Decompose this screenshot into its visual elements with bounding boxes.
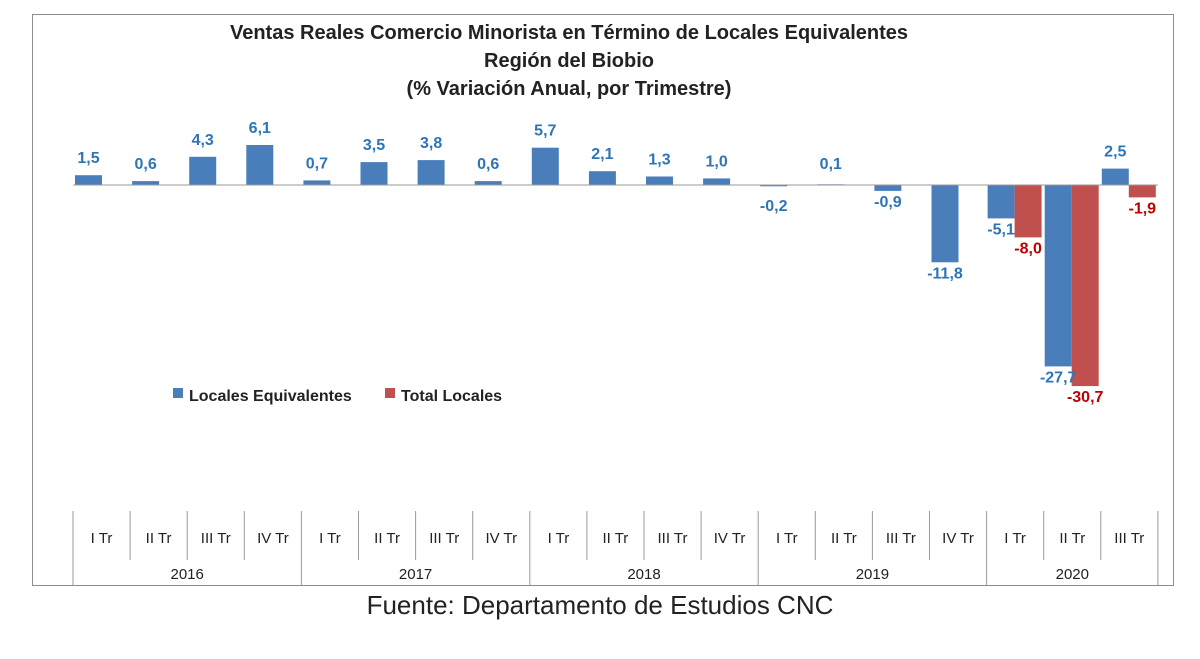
bar-locales-equivalentes-5 xyxy=(360,162,388,185)
data-label-locales-equivalentes-6: 3,8 xyxy=(420,135,442,152)
year-label-2018: 2018 xyxy=(627,566,660,583)
year-label-2016: 2016 xyxy=(171,566,204,583)
bar-locales-equivalentes-3 xyxy=(246,145,274,185)
quarter-label-2: III Tr xyxy=(201,530,231,547)
quarter-label-16: I Tr xyxy=(1004,530,1026,547)
quarter-label-17: II Tr xyxy=(1059,530,1085,547)
category-axis: I Tr II Tr III Tr IV Tr I Tr II Tr III Tr IV Tr… xyxy=(72,511,1159,585)
data-label-locales-equivalentes-8: 5,7 xyxy=(534,123,556,140)
data-label-locales-equivalentes-11: 1,0 xyxy=(705,153,727,170)
quarter-label-0: I Tr xyxy=(91,530,113,547)
data-label-locales-equivalentes-17: -27,7 xyxy=(1040,369,1077,386)
data-label-locales-equivalentes-9: 2,1 xyxy=(591,146,613,163)
bar-locales-equivalentes-9 xyxy=(588,171,616,185)
quarter-label-8: I Tr xyxy=(548,530,570,547)
data-label-locales-equivalentes-10: 1,3 xyxy=(648,152,670,169)
data-label-locales-equivalentes-18: 2,5 xyxy=(1104,144,1126,161)
bar-total-locales-17 xyxy=(1071,185,1099,387)
data-label-locales-equivalentes-2: 4,3 xyxy=(192,132,214,149)
legend: Locales Equivalentes Total Locales xyxy=(173,388,502,405)
data-label-total-locales-18: -1,9 xyxy=(1129,200,1157,217)
bar-total-locales-16 xyxy=(1014,185,1042,238)
quarter-label-12: I Tr xyxy=(776,530,798,547)
quarter-label-15: IV Tr xyxy=(942,530,974,547)
legend-swatch-total-locales xyxy=(385,388,395,398)
bar-locales-equivalentes-6 xyxy=(417,160,445,185)
legend-label-locales-equivalentes: Locales Equivalentes xyxy=(189,388,352,405)
bar-locales-equivalentes-4 xyxy=(303,180,331,185)
data-label-locales-equivalentes-5: 3,5 xyxy=(363,137,385,154)
bar-locales-equivalentes-7 xyxy=(474,181,502,185)
chart-title: Ventas Reales Comercio Minorista en Térm… xyxy=(230,22,908,100)
year-label-2019: 2019 xyxy=(856,566,889,583)
legend-swatch-locales-equivalentes xyxy=(173,388,183,398)
chart-title-line-2: Región del Biobio xyxy=(484,50,654,72)
bar-locales-equivalentes-17 xyxy=(1044,185,1072,367)
quarter-label-9: II Tr xyxy=(602,530,628,547)
quarter-label-6: III Tr xyxy=(429,530,459,547)
quarter-label-18: III Tr xyxy=(1114,530,1144,547)
data-label-locales-equivalentes-13: 0,1 xyxy=(820,156,842,173)
year-label-2020: 2020 xyxy=(1056,566,1089,583)
bar-locales-equivalentes-16 xyxy=(987,185,1015,219)
quarter-label-7: IV Tr xyxy=(485,530,517,547)
bar-locales-equivalentes-2 xyxy=(189,156,217,185)
bars xyxy=(75,145,1156,387)
bar-locales-equivalentes-0 xyxy=(75,175,102,185)
bar-chart: Ventas Reales Comercio Minorista en Térm… xyxy=(72,22,1159,585)
quarter-label-3: IV Tr xyxy=(257,530,289,547)
bar-locales-equivalentes-8 xyxy=(531,147,559,185)
data-label-total-locales-16: -8,0 xyxy=(1014,240,1042,257)
source-note: Fuente: Departamento de Estudios CNC xyxy=(366,590,834,620)
data-label-locales-equivalentes-1: 0,6 xyxy=(134,156,156,173)
data-label-locales-equivalentes-3: 6,1 xyxy=(249,120,271,137)
quarter-label-10: III Tr xyxy=(658,530,688,547)
data-label-locales-equivalentes-14: -0,9 xyxy=(874,194,902,211)
bar-total-locales-18 xyxy=(1128,185,1156,198)
data-label-locales-equivalentes-16: -5,1 xyxy=(987,221,1015,238)
quarter-label-14: III Tr xyxy=(886,530,916,547)
data-label-locales-equivalentes-4: 0,7 xyxy=(306,155,328,172)
bar-locales-equivalentes-14 xyxy=(874,185,902,191)
data-label-locales-equivalentes-0: 1,5 xyxy=(77,150,99,167)
quarter-label-5: II Tr xyxy=(374,530,400,547)
data-label-total-locales-17: -30,7 xyxy=(1067,389,1104,406)
chart-title-line-1: Ventas Reales Comercio Minorista en Térm… xyxy=(230,22,908,44)
data-label-locales-equivalentes-12: -0,2 xyxy=(760,198,788,215)
quarter-label-1: II Tr xyxy=(146,530,172,547)
chart-frame: Ventas Reales Comercio Minorista en Térm… xyxy=(32,14,1174,586)
quarter-label-13: II Tr xyxy=(831,530,857,547)
quarter-label-4: I Tr xyxy=(319,530,341,547)
bar-locales-equivalentes-12 xyxy=(760,185,788,187)
data-label-locales-equivalentes-7: 0,6 xyxy=(477,156,499,173)
bar-locales-equivalentes-15 xyxy=(931,185,959,263)
legend-label-total-locales: Total Locales xyxy=(401,388,502,405)
bar-locales-equivalentes-10 xyxy=(646,176,673,185)
bar-locales-equivalentes-11 xyxy=(703,178,731,185)
bar-locales-equivalentes-18 xyxy=(1101,168,1129,185)
chart-title-line-3: (% Variación Anual, por Trimestre) xyxy=(407,78,732,100)
data-label-locales-equivalentes-15: -11,8 xyxy=(927,265,963,282)
data-labels: 1,5 0,6 4,3 6,1 0,7 3,5 3,8 0,6 5,7 2,1 1,3 1,0 -0,2… xyxy=(77,120,1156,406)
year-label-2017: 2017 xyxy=(399,566,432,583)
quarter-label-11: IV Tr xyxy=(714,530,746,547)
bar-locales-equivalentes-1 xyxy=(132,181,160,185)
